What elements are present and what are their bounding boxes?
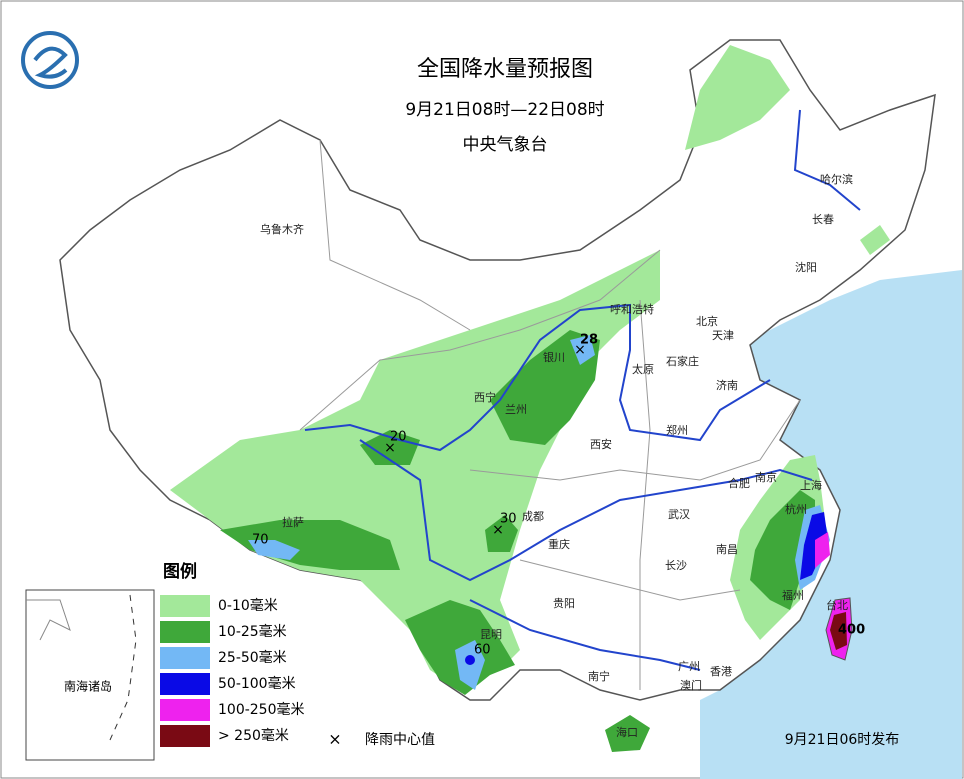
logo bbox=[21, 31, 79, 89]
city: 北京 bbox=[696, 314, 718, 328]
center-mark: × bbox=[574, 342, 586, 358]
city: 昆明 bbox=[480, 628, 502, 641]
city: 澳门 bbox=[680, 678, 702, 692]
province-border bbox=[299, 249, 661, 431]
rain-center-value: 20 bbox=[390, 430, 407, 445]
title: 全国降水量预报图 bbox=[417, 57, 593, 82]
province-border bbox=[319, 139, 471, 331]
city: 石家庄 bbox=[666, 354, 699, 368]
city: 成都 bbox=[522, 510, 544, 523]
inset-label: 南海诸岛 bbox=[64, 679, 112, 694]
legend: 图例 0-10毫米 10-25毫米 25-50毫米 50-100毫米 100-2… bbox=[160, 561, 435, 749]
city: 长春 bbox=[812, 213, 834, 226]
rain-center-value: 28 bbox=[580, 333, 598, 348]
rain-10-25 bbox=[360, 430, 420, 465]
river bbox=[359, 439, 813, 582]
rain-10-25 bbox=[605, 715, 650, 752]
logo-mark bbox=[33, 46, 68, 79]
legend-label: 100-250毫米 bbox=[218, 701, 305, 718]
legend-title: 图例 bbox=[163, 561, 197, 582]
rain-center-value: 400 bbox=[838, 623, 865, 638]
rain-10-25 bbox=[490, 330, 600, 445]
rain-100-250 bbox=[815, 532, 830, 568]
city: 呼和浩特 bbox=[610, 302, 654, 316]
rain-25-50 bbox=[248, 540, 300, 560]
rain-center-value: 60 bbox=[474, 643, 491, 658]
agency: 中央气象台 bbox=[463, 135, 548, 155]
city: 拉萨 bbox=[282, 515, 304, 529]
river bbox=[304, 303, 771, 452]
city-labels: 乌鲁木齐 哈尔滨 长春 沈阳 呼和浩特 北京 天津 银川 太原 石家庄 济南 西… bbox=[260, 172, 853, 739]
city: 南京 bbox=[755, 470, 777, 484]
rain-0-10 bbox=[860, 225, 890, 255]
legend-swatch bbox=[160, 725, 210, 747]
rain-25-50 bbox=[570, 335, 595, 365]
city: 乌鲁木齐 bbox=[260, 222, 304, 236]
city: 重庆 bbox=[548, 537, 570, 551]
legend-center-label: 降雨中心值 bbox=[365, 732, 435, 748]
rain-0-10 bbox=[685, 45, 790, 150]
city: 西安 bbox=[590, 437, 612, 451]
rain-center-value: 30 bbox=[500, 512, 517, 527]
legend-swatch bbox=[160, 699, 210, 721]
city: 台北 bbox=[826, 598, 848, 612]
legend-swatch bbox=[160, 673, 210, 695]
city: 哈尔滨 bbox=[820, 172, 853, 186]
rain-10-25 bbox=[220, 520, 400, 570]
river bbox=[793, 109, 861, 211]
legend-swatch bbox=[160, 595, 210, 617]
city: 福州 bbox=[782, 588, 804, 602]
rain-50-100 bbox=[800, 512, 828, 580]
river bbox=[469, 599, 701, 671]
province-border bbox=[469, 399, 801, 481]
city: 南昌 bbox=[716, 543, 738, 556]
legend-swatch bbox=[160, 647, 210, 669]
city: 武汉 bbox=[668, 508, 690, 521]
city: 香港 bbox=[710, 665, 732, 678]
inset-map: 南海诸岛 bbox=[25, 589, 155, 761]
city: 广州 bbox=[678, 660, 700, 673]
rain-over-250 bbox=[830, 612, 847, 650]
city: 贵阳 bbox=[553, 597, 575, 610]
city: 济南 bbox=[716, 378, 738, 392]
city: 上海 bbox=[800, 478, 822, 492]
legend-swatch bbox=[160, 621, 210, 643]
city: 兰州 bbox=[505, 403, 527, 416]
sea bbox=[700, 270, 962, 779]
city: 银川 bbox=[543, 350, 565, 364]
city: 太原 bbox=[632, 363, 654, 376]
legend-label: 10-25毫米 bbox=[218, 623, 287, 640]
center-mark: × bbox=[492, 522, 504, 538]
legend-label: 0-10毫米 bbox=[218, 597, 278, 614]
inset-frame bbox=[25, 589, 155, 761]
city: 合肥 bbox=[728, 476, 750, 490]
rain-50-100 bbox=[465, 655, 475, 665]
city: 杭州 bbox=[785, 502, 807, 516]
rain-centers: 28 × 20 × 30 × 70 60 400 bbox=[252, 333, 865, 658]
city: 天津 bbox=[712, 329, 734, 342]
issue-time: 9月21日06时发布 bbox=[785, 732, 900, 748]
city: 南宁 bbox=[588, 669, 610, 683]
city: 西宁 bbox=[474, 390, 496, 404]
rain-center-value: 70 bbox=[252, 533, 269, 548]
center-mark: × bbox=[384, 440, 396, 456]
city: 海口 bbox=[616, 725, 638, 739]
city: 沈阳 bbox=[795, 260, 817, 274]
city: 郑州 bbox=[666, 423, 688, 437]
inset-boundary bbox=[109, 594, 137, 741]
city: 长沙 bbox=[665, 559, 687, 572]
rain-10-25 bbox=[485, 515, 518, 552]
legend-label: 25-50毫米 bbox=[218, 649, 287, 666]
subtitle: 9月21日08时—22日08时 bbox=[405, 100, 604, 120]
center-symbol: × bbox=[328, 730, 341, 749]
inset-coast bbox=[26, 599, 71, 641]
legend-label: 50-100毫米 bbox=[218, 675, 296, 692]
legend-label: > 250毫米 bbox=[218, 727, 289, 744]
